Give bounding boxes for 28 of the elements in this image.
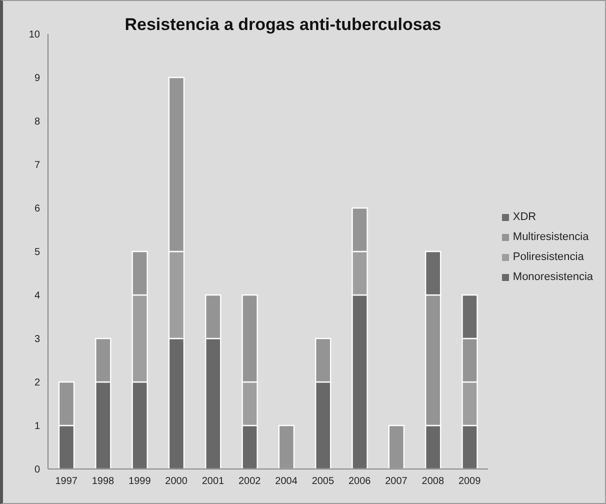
y-tick-label: 3 (34, 334, 40, 346)
y-tick-label: 10 (28, 30, 40, 41)
y-tick-label: 9 (34, 73, 40, 84)
x-tick-label: 1999 (128, 476, 152, 488)
y-tick-label: 6 (34, 204, 40, 215)
x-tick-label: 1997 (55, 476, 78, 488)
legend-label: XDR (512, 211, 536, 223)
x-tick-label: 2004 (275, 476, 298, 488)
x-tick-label: 2009 (458, 476, 482, 488)
legend-label: Poliresistencia (512, 251, 584, 263)
legend-label: Multiresistencia (512, 231, 589, 243)
x-tick-label: 2001 (202, 476, 225, 488)
x-tick-label: 1998 (92, 476, 115, 488)
y-tick-label: 0 (34, 464, 40, 476)
legend-label: Monoresistencia (512, 271, 593, 283)
y-tick-label: 7 (34, 160, 40, 172)
x-tick-label: 2000 (165, 476, 188, 488)
chart-title: Resistencia a drogas anti-tuberculosas (124, 15, 442, 35)
x-tick-label: 2002 (238, 476, 262, 488)
x-tick-label: 2006 (348, 476, 372, 488)
y-tick-label: 5 (34, 247, 40, 258)
x-tick-label: 2007 (385, 476, 408, 488)
y-tick-label: 1 (34, 421, 40, 432)
x-tick-label: 2005 (312, 476, 334, 488)
y-tick-label: 4 (34, 290, 40, 302)
y-tick-label: 8 (34, 116, 40, 128)
y-tick-label: 2 (34, 378, 40, 389)
x-tick-label: 2008 (422, 476, 444, 488)
